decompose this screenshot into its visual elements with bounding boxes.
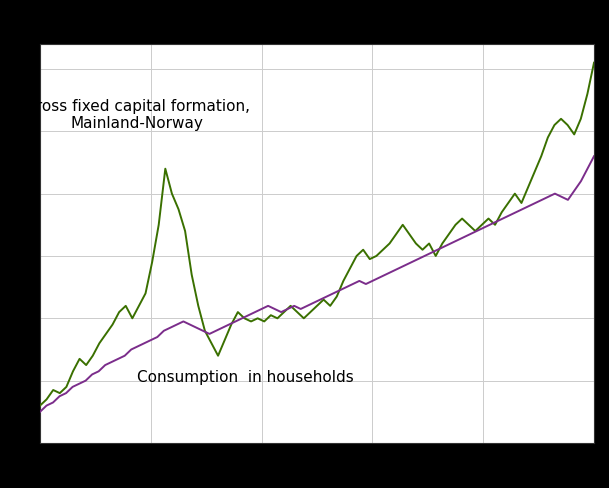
Text: Consumption  in households: Consumption in households — [137, 369, 354, 385]
Text: Gross fixed capital formation,
Mainland-Norway: Gross fixed capital formation, Mainland-… — [24, 99, 250, 131]
